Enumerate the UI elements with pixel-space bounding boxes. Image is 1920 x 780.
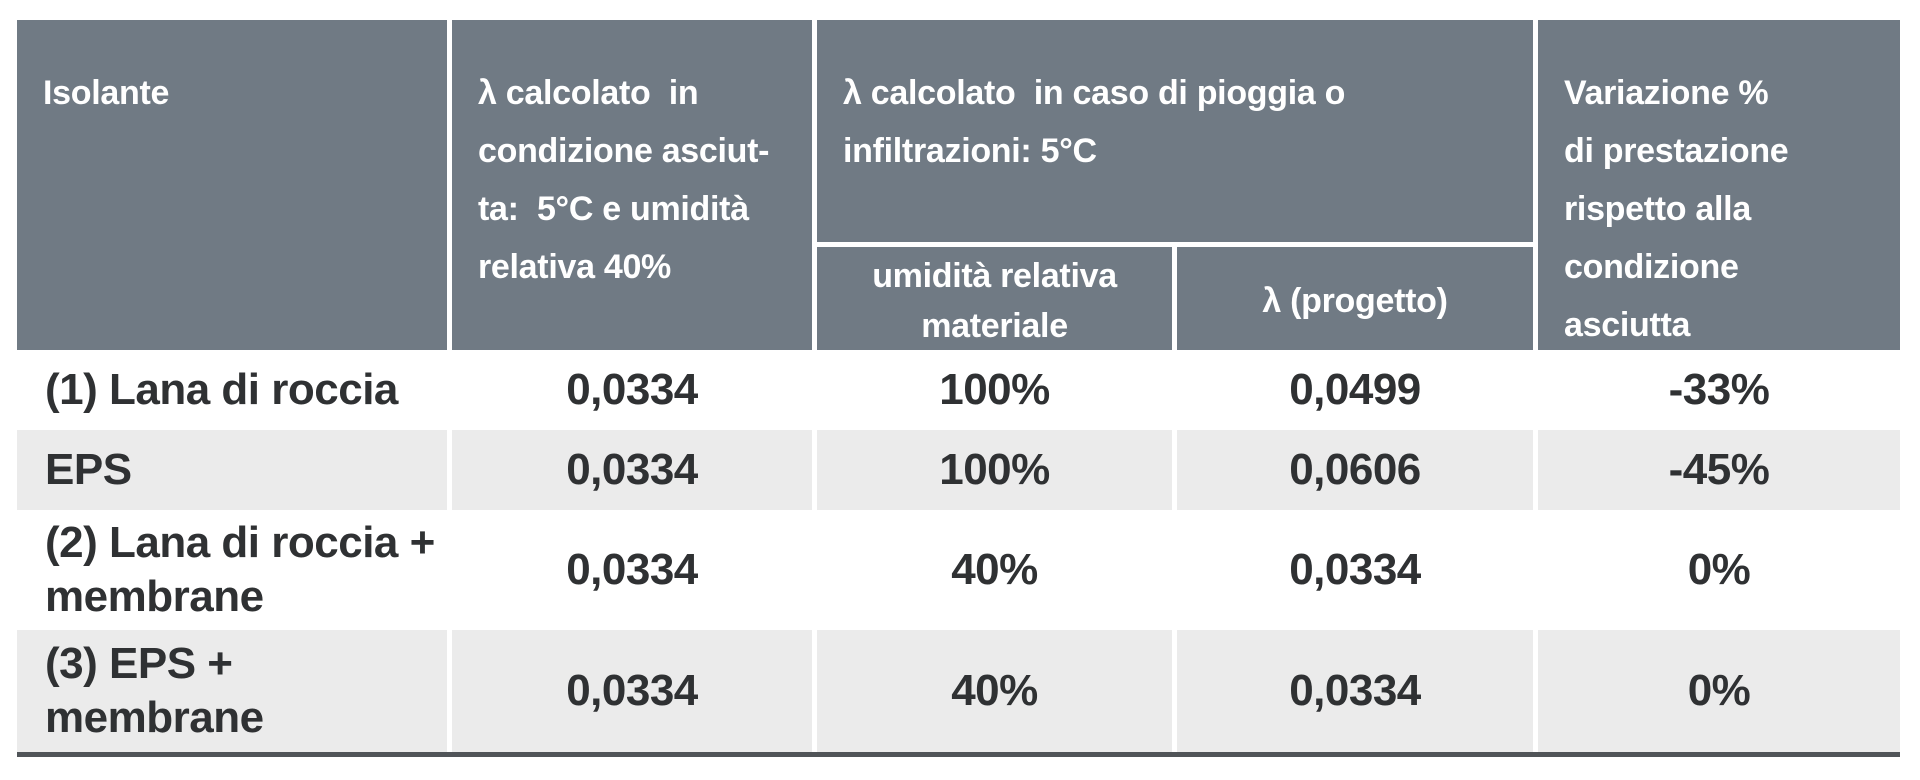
lambda-dry-value-cell: 0,0334 xyxy=(452,430,812,510)
lambda-dry-value-cell: 0,0334 xyxy=(452,510,812,630)
humidity-value-cell: 100% xyxy=(817,350,1172,430)
table-row-eps: EPS 0,0334 100% 0,0606 -45% xyxy=(17,430,1900,510)
lambda-dry-value-cell: 0,0334 xyxy=(452,630,812,752)
header-cell-umidita-materiale: umidità relativa materiale xyxy=(817,247,1172,354)
variation-value-cell: 0% xyxy=(1538,630,1900,752)
lambda-design-value-cell: 0,0499 xyxy=(1177,350,1533,430)
header-cell-lambda-dry: λ calcolato in condizione asciut- ta: 5°… xyxy=(452,20,812,354)
lambda-dry-value-cell: 0,0334 xyxy=(452,350,812,430)
variation-value-cell: -33% xyxy=(1538,350,1900,430)
row-label-cell: (2) Lana di roccia + membrane xyxy=(17,510,447,630)
table-bottom-rule xyxy=(17,752,1900,757)
humidity-value-cell: 40% xyxy=(817,630,1172,752)
insulation-lambda-table: Isolante λ calcolato in condizione asciu… xyxy=(17,20,1900,757)
lambda-design-value-cell: 0,0334 xyxy=(1177,630,1533,752)
header-cell-lambda-wet: λ calcolato in caso di pioggia o infiltr… xyxy=(817,20,1533,242)
row-label-cell: (3) EPS + membrane xyxy=(17,630,447,752)
table-row-lana-di-roccia-membrane: (2) Lana di roccia + membrane 0,0334 40%… xyxy=(17,510,1900,630)
variation-value-cell: -45% xyxy=(1538,430,1900,510)
table-row-lana-di-roccia: (1) Lana di roccia 0,0334 100% 0,0499 -3… xyxy=(17,350,1900,430)
humidity-value-cell: 40% xyxy=(817,510,1172,630)
header-cell-lambda-progetto: λ (progetto) xyxy=(1177,247,1533,354)
header-group-lambda-wet: λ calcolato in caso di pioggia o infiltr… xyxy=(817,20,1533,354)
row-label-cell: (1) Lana di roccia xyxy=(17,350,447,430)
header-subrow: umidità relativa materiale λ (progetto) xyxy=(817,247,1533,354)
variation-value-cell: 0% xyxy=(1538,510,1900,630)
row-label-cell: EPS xyxy=(17,430,447,510)
header-cell-variazione: Variazione % di prestazione rispetto all… xyxy=(1538,20,1900,354)
header-cell-isolante: Isolante xyxy=(17,20,447,354)
lambda-design-value-cell: 0,0606 xyxy=(1177,430,1533,510)
humidity-value-cell: 100% xyxy=(817,430,1172,510)
table-row-eps-membrane: (3) EPS + membrane 0,0334 40% 0,0334 0% xyxy=(17,630,1900,752)
lambda-design-value-cell: 0,0334 xyxy=(1177,510,1533,630)
table-header-row: Isolante λ calcolato in condizione asciu… xyxy=(17,20,1900,354)
